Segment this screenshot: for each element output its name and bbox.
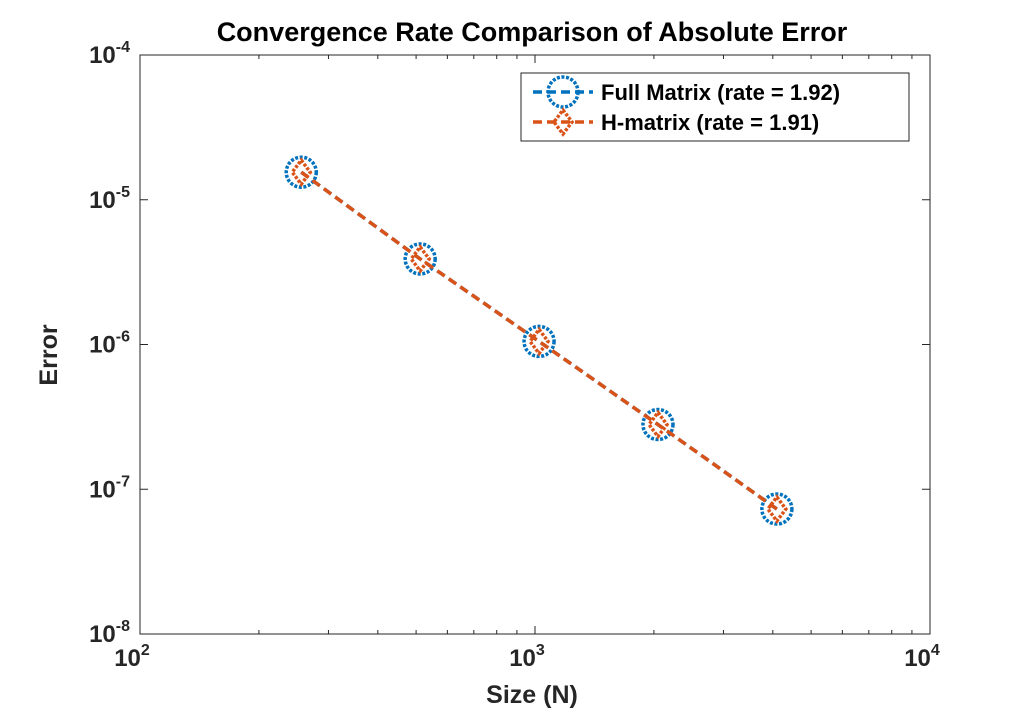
data-point-full-matrix — [760, 492, 794, 526]
chart-title: Convergence Rate Comparison of Absolute … — [217, 17, 848, 47]
legend-box — [520, 72, 910, 142]
y-tick-label: 10-6 — [89, 329, 130, 359]
y-tick-label: 10-8 — [89, 618, 130, 648]
y-tick-label: 10-5 — [89, 184, 130, 214]
axes-box — [139, 54, 931, 635]
series-line-h-matrix — [300, 170, 778, 511]
x-tick-labels: 102 103 104 — [114, 642, 940, 672]
x-tick-label: 104 — [904, 642, 940, 672]
legend-label: H-matrix (rate = 1.91) — [601, 110, 819, 135]
x-tick-label: 103 — [509, 642, 545, 672]
y-tick-label: 10-7 — [89, 473, 130, 503]
data-point-full-matrix — [522, 324, 556, 359]
x-axis-label: Size (N) — [486, 681, 578, 709]
legend-marker — [546, 75, 580, 109]
data-point-h-matrix — [765, 494, 789, 524]
data-point-full-matrix — [641, 407, 675, 442]
data-point-h-matrix — [527, 326, 551, 357]
data-point-h-matrix — [646, 409, 670, 440]
plot-area — [140, 55, 930, 634]
legend: Full Matrix (rate = 1.92) H-matrix (rate … — [520, 72, 910, 142]
data-point-h-matrix — [290, 157, 313, 188]
legend-item-full-matrix: Full Matrix (rate = 1.92) — [533, 75, 840, 109]
data-point-h-matrix — [408, 244, 432, 274]
legend-item-h-matrix: H-matrix (rate = 1.91) — [533, 107, 819, 137]
x-tick-label: 102 — [114, 642, 150, 672]
y-axis-label: Error — [35, 324, 63, 385]
y-tick-labels: 10-8 10-7 10-6 10-5 10-4 — [89, 39, 130, 648]
series-layer — [284, 155, 794, 526]
data-point-full-matrix — [403, 242, 437, 276]
data-point-full-matrix — [284, 155, 319, 189]
minor-ticks — [258, 55, 913, 634]
series-h-matrix — [290, 157, 789, 524]
legend-marker — [551, 107, 575, 137]
y-tick-label: 10-4 — [89, 39, 130, 69]
legend-label: Full Matrix (rate = 1.92) — [601, 80, 840, 105]
